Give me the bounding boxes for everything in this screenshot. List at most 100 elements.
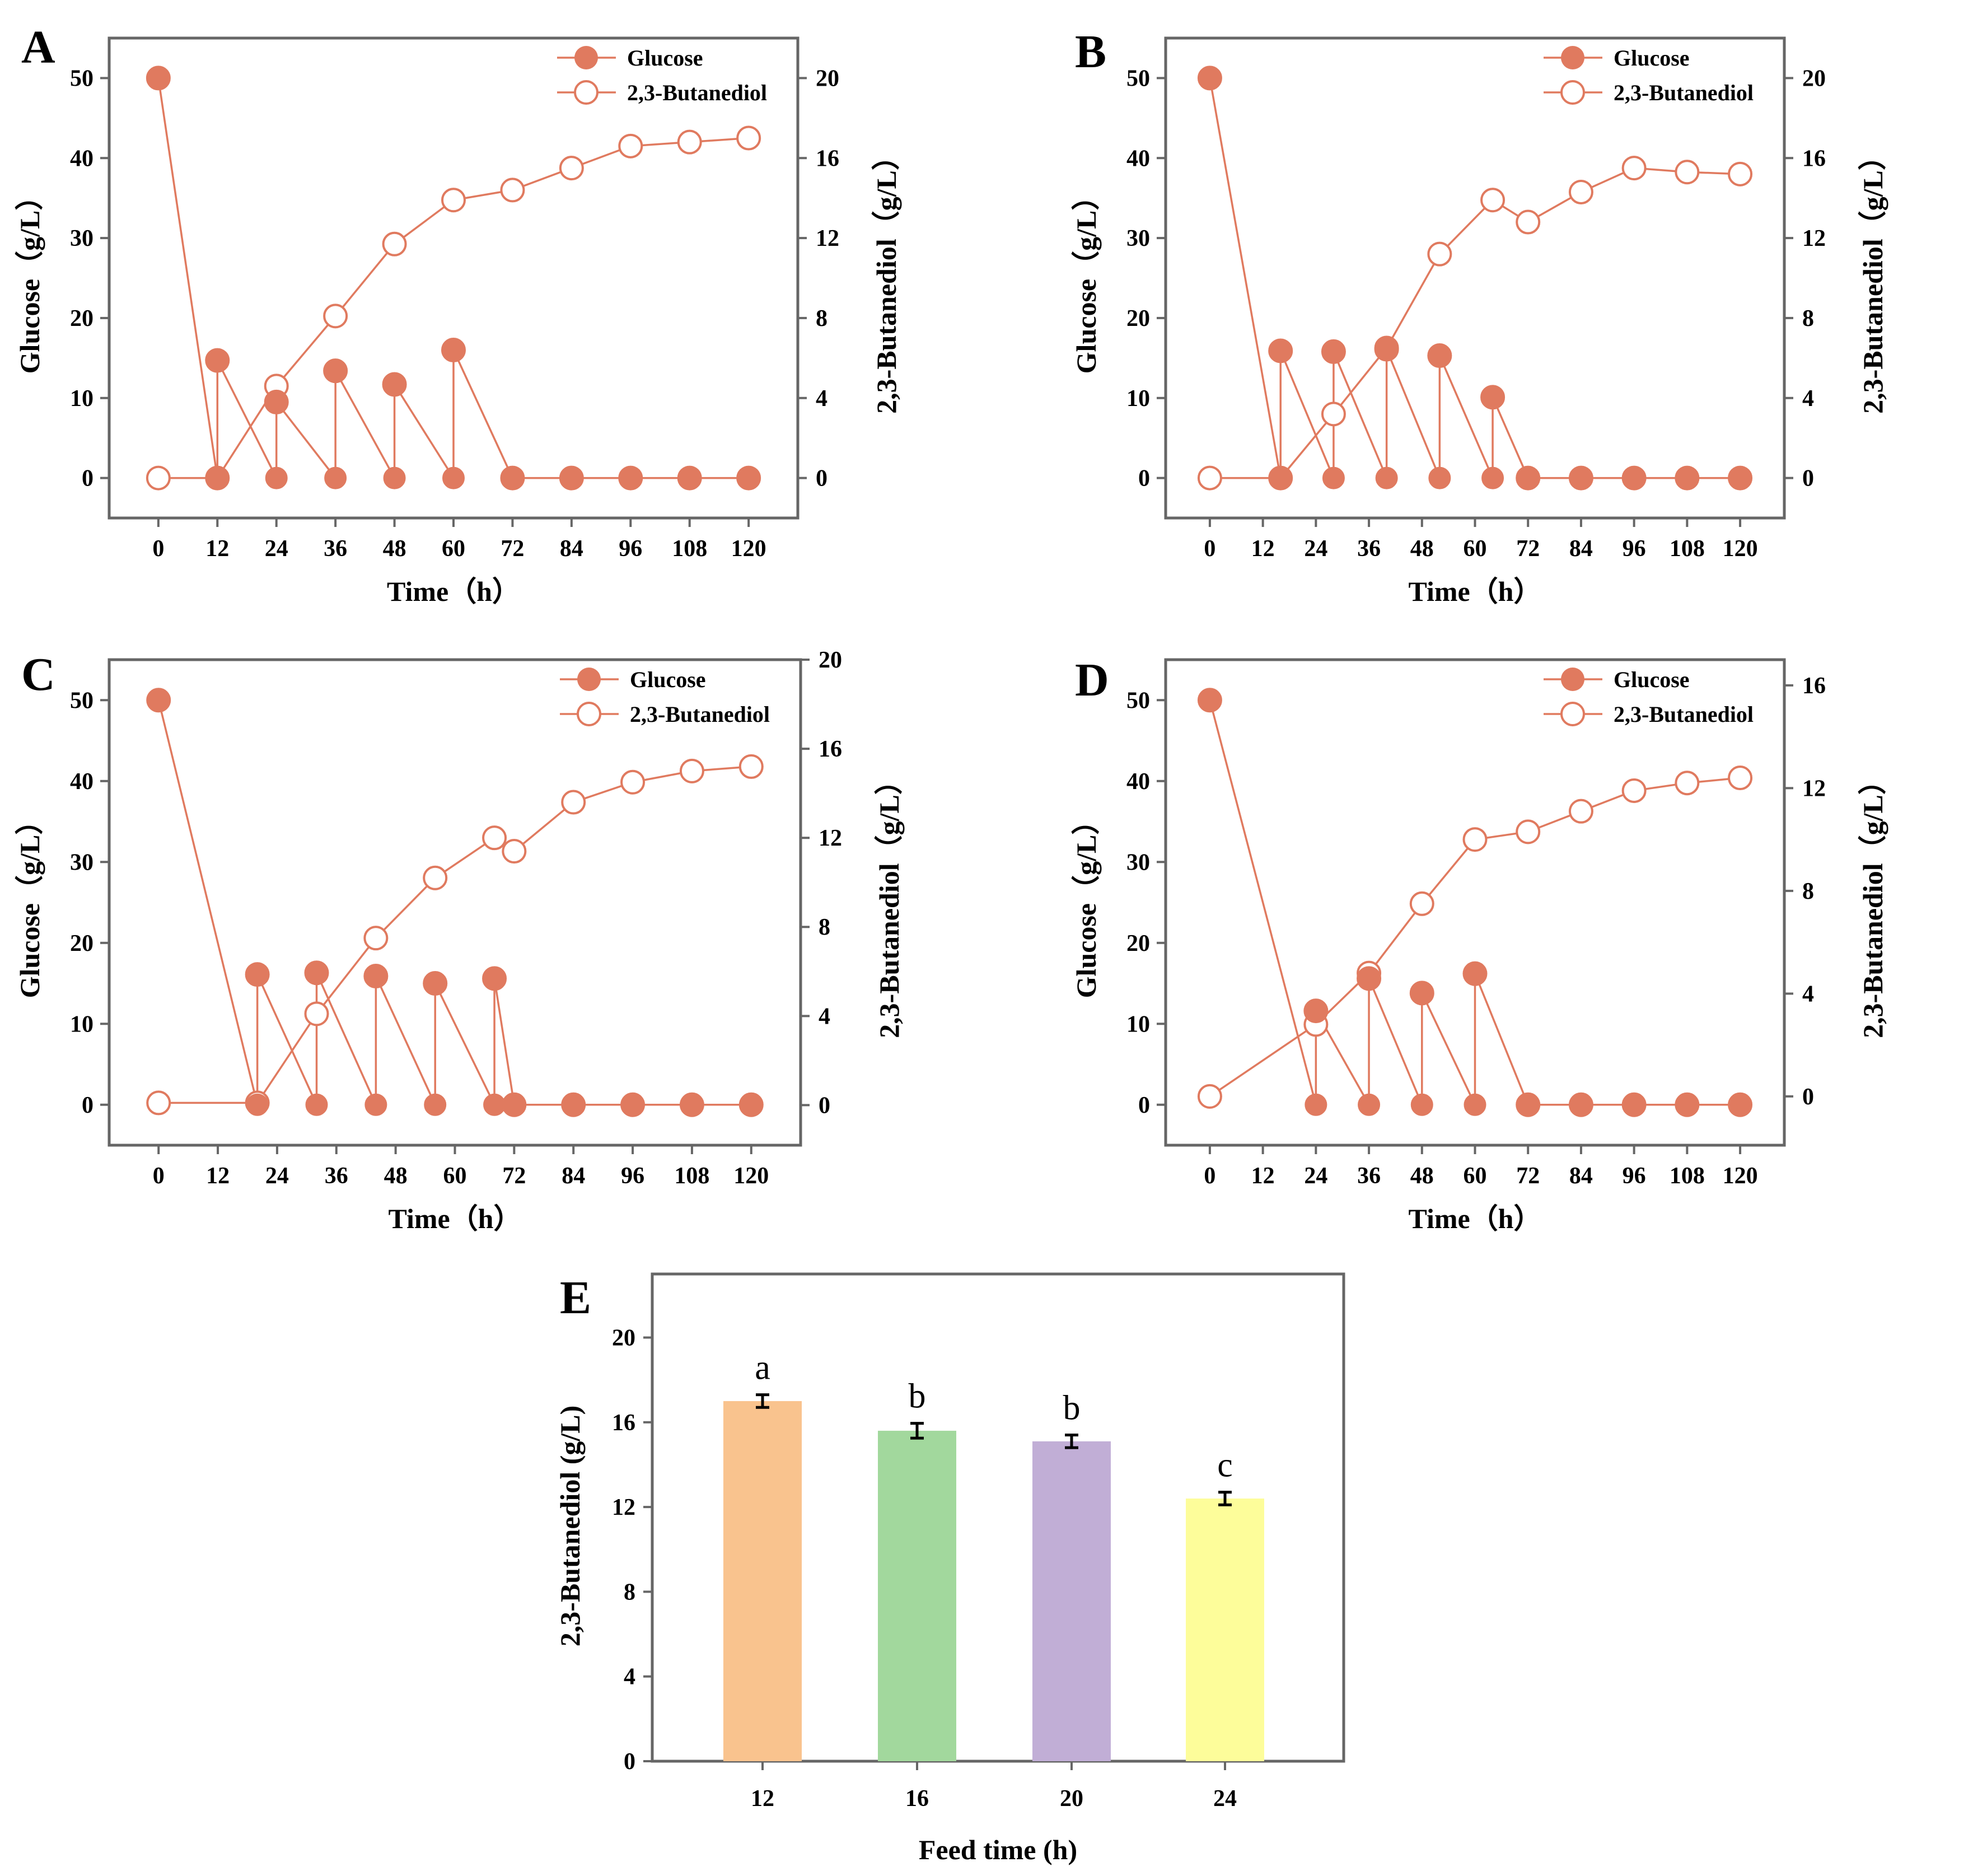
- butanediol-point: [1675, 771, 1700, 796]
- legend-butanediol-marker: [1560, 80, 1585, 105]
- y-tick-label: 40: [70, 769, 93, 795]
- butanediol-series-line: [158, 766, 751, 1104]
- glucose-point: [1409, 981, 1434, 1006]
- legend-glucose-marker: [1561, 46, 1584, 69]
- glucose-point: [738, 1092, 764, 1117]
- x-tick-label: 120: [1723, 1163, 1758, 1189]
- panel-letter: B: [1075, 26, 1106, 78]
- butanediol-point: [441, 188, 466, 213]
- glucose-point: [1321, 339, 1346, 364]
- y2-tick-label: 16: [819, 736, 842, 762]
- butanediol-point: [1621, 778, 1647, 803]
- butanediol-point: [1462, 827, 1488, 852]
- glucose-point: [1480, 385, 1506, 410]
- glucose-point: [1464, 1093, 1486, 1116]
- butanediol-point: [1427, 241, 1452, 267]
- glucose-point: [1197, 66, 1222, 91]
- y2-tick-label: 16: [816, 146, 839, 171]
- legend-glucose-marker: [1561, 668, 1584, 691]
- y-axis-title: Glucose（g/L）: [1070, 807, 1102, 998]
- plot-frame: [651, 1272, 1345, 1763]
- x-tick-label: 36: [1357, 1163, 1381, 1189]
- x-tick-label: 60: [1464, 1163, 1487, 1189]
- butanediol-point: [620, 769, 646, 795]
- butanediol-series-line: [1209, 777, 1741, 1098]
- butanediol-point: [1516, 819, 1541, 844]
- y-tick-label: 0: [1138, 466, 1150, 492]
- glucose-point: [1621, 1092, 1647, 1117]
- x-tick-label: 60: [442, 536, 465, 562]
- x-tick-label: 120: [1723, 536, 1758, 562]
- glucose-point: [1358, 1093, 1381, 1116]
- glucose-point: [304, 960, 329, 986]
- x-tick-label: 12: [205, 536, 229, 562]
- glucose-point: [1568, 465, 1593, 491]
- x-tick-label: 48: [1410, 1163, 1434, 1189]
- glucose-point: [1728, 465, 1753, 491]
- x-tick-label: 0: [1204, 536, 1215, 562]
- y2-tick-label: 16: [1802, 673, 1826, 699]
- legend-butanediol-marker: [577, 702, 601, 726]
- y2-tick-label: 12: [1802, 776, 1826, 801]
- y-tick-label: 30: [70, 850, 93, 875]
- bar: [1032, 1441, 1111, 1761]
- butanediol-point: [1480, 188, 1506, 213]
- x-tick-label: 120: [733, 1163, 769, 1189]
- butanediol-point: [1675, 160, 1700, 185]
- y-tick-label: 0: [82, 466, 93, 492]
- y-tick-label: 50: [70, 66, 93, 91]
- x-tick-label: 16: [905, 1786, 929, 1812]
- y-tick-label: 20: [70, 306, 93, 332]
- y2-axis-title: 2,3-Butanediol（g/L）: [871, 142, 902, 414]
- glucose-point: [736, 465, 761, 491]
- butanediol-point: [1728, 161, 1753, 186]
- y-tick-label: 20: [612, 1325, 635, 1351]
- glucose-point: [1357, 966, 1382, 991]
- bar: [878, 1430, 956, 1761]
- panel-b-chart: 0 12 24 36 48 60 72 84 96 108 12001020304050048121…: [1070, 26, 1888, 607]
- glucose-point: [1516, 465, 1541, 491]
- glucose-point: [264, 389, 289, 414]
- x-tick-label: 0: [1204, 1163, 1215, 1189]
- y-tick-label: 0: [1138, 1093, 1150, 1118]
- y2-tick-label: 12: [816, 226, 839, 251]
- y-tick-label: 30: [1126, 850, 1150, 875]
- glucose-series-line: [157, 78, 749, 482]
- x-tick-label: 108: [674, 1163, 709, 1189]
- y-tick-label: 20: [1126, 931, 1150, 956]
- y-tick-label: 40: [1126, 146, 1150, 171]
- glucose-point: [424, 1093, 447, 1116]
- x-tick-label: 96: [621, 1163, 644, 1189]
- glucose-point: [205, 348, 230, 373]
- legend-butanediol-marker: [1560, 702, 1585, 726]
- y2-tick-label: 8: [1802, 306, 1814, 332]
- x-tick-label: 0: [153, 1163, 165, 1189]
- legend-butanediol-label: 2,3-Butanediol: [627, 80, 767, 105]
- glucose-point: [382, 372, 407, 397]
- y-tick-label: 10: [70, 1011, 93, 1037]
- y-axis-title: Glucose（g/L）: [14, 183, 45, 374]
- glucose-point: [1268, 338, 1293, 363]
- butanediol-point: [1321, 402, 1346, 427]
- glucose-point: [482, 966, 507, 991]
- y-tick-label: 40: [70, 146, 93, 171]
- x-tick-label: 36: [325, 1163, 348, 1189]
- panel-letter: D: [1075, 654, 1109, 706]
- x-tick-label: 24: [265, 536, 288, 562]
- y2-tick-label: 12: [819, 825, 842, 851]
- butanediol-point: [323, 304, 348, 329]
- y-tick-label: 4: [624, 1664, 635, 1690]
- glucose-point: [363, 963, 389, 988]
- x-axis-title: Feed time (h): [919, 1834, 1077, 1865]
- y-tick-label: 30: [70, 226, 93, 251]
- butanediol-point: [423, 865, 448, 890]
- y-axis-title: Glucose（g/L）: [1070, 183, 1102, 374]
- bar: [723, 1401, 802, 1761]
- significance-letter: b: [909, 1378, 926, 1416]
- y2-tick-label: 8: [819, 914, 830, 940]
- x-tick-label: 12: [206, 1163, 230, 1189]
- butanediol-point: [363, 926, 389, 951]
- y-tick-label: 50: [1126, 66, 1150, 91]
- plot-frame: [1164, 36, 1786, 520]
